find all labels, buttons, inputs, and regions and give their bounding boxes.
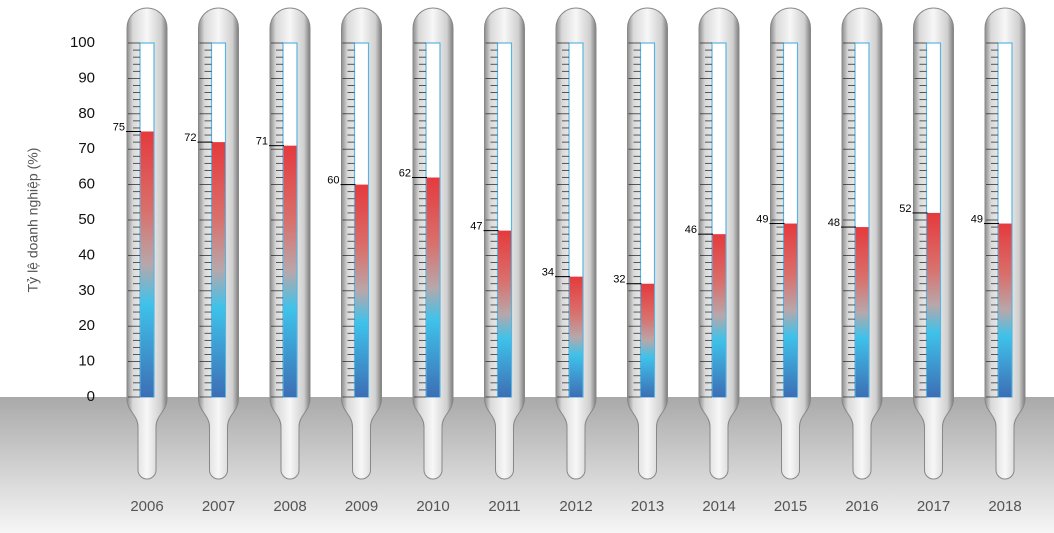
x-tick-label: 2014 [702,498,735,515]
y-tick-label: 90 [78,69,95,86]
bar [569,276,583,397]
value-label: 32 [613,274,625,286]
x-tick-label: 2012 [559,498,592,515]
bar [283,145,297,397]
y-tick-label: 30 [78,282,95,299]
bar [212,142,225,397]
floor [0,397,1054,533]
x-tick-label: 2013 [631,498,664,515]
y-tick-label: 0 [87,388,95,405]
x-tick-label: 2011 [488,498,520,515]
bar [712,234,726,397]
y-tick-label: 100 [70,34,95,51]
y-tick-label: 70 [78,140,95,157]
x-tick-label: 2018 [988,498,1021,515]
value-label: 34 [542,267,554,279]
y-tick-label: 50 [78,211,95,228]
y-tick-label: 80 [78,105,95,122]
value-label: 71 [256,136,268,148]
bar [355,184,368,397]
bar [498,230,511,397]
x-tick-label: 2009 [345,498,378,515]
value-label: 46 [685,224,697,236]
y-tick-label: 60 [78,176,95,193]
value-label: 49 [756,213,768,225]
bar [426,177,440,397]
bar [784,223,797,397]
x-tick-label: 2008 [273,498,306,515]
x-tick-label: 2010 [416,498,449,515]
bar [140,131,154,397]
x-tick-label: 2017 [917,498,950,515]
value-label: 62 [399,167,411,179]
bar [641,283,654,397]
y-tick-label: 20 [78,317,95,334]
value-label: 72 [184,132,196,144]
y-tick-label: 10 [78,353,95,370]
x-tick-label: 2015 [774,498,807,515]
value-label: 49 [971,213,983,225]
bar [927,212,940,397]
value-label: 60 [327,175,339,187]
y-tick-label: 40 [78,246,95,263]
x-tick-label: 2007 [202,498,235,515]
bar [855,227,869,397]
x-tick-label: 2006 [130,498,163,515]
y-axis-label: Tỷ lệ doanh nghiệp (%) [25,148,41,293]
bar [998,223,1012,397]
value-label: 47 [470,221,482,233]
x-tick-label: 2016 [845,498,878,515]
value-label: 48 [828,217,840,229]
value-label: 52 [899,203,911,215]
value-label: 75 [113,121,125,133]
